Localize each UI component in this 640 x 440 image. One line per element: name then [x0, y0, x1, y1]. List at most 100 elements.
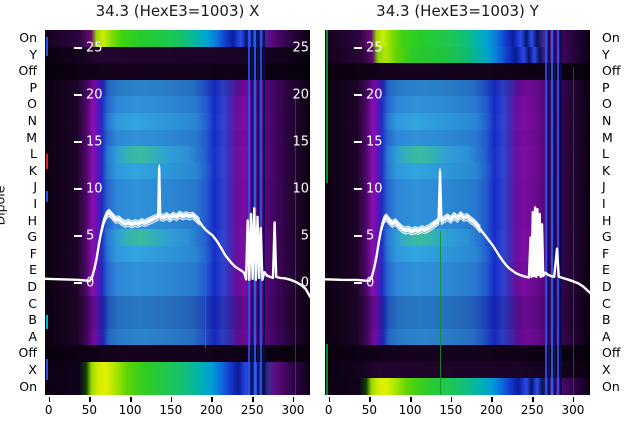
row-label: O: [27, 96, 37, 112]
x-tick-mark: [89, 397, 91, 402]
x-tick-mark: [130, 397, 132, 402]
value-tick-label: 0: [366, 275, 375, 291]
heatmap-row: [45, 79, 310, 97]
overlay-trace: [325, 170, 590, 295]
x-tick-mark: [328, 397, 331, 402]
value-tick-label-right: 25: [292, 40, 309, 56]
heatmap-row: [45, 162, 310, 180]
x-tick-mark: [410, 397, 412, 402]
heatmap-row: [45, 146, 310, 163]
x-tick-mark: [491, 397, 493, 402]
row-label: C: [602, 295, 611, 311]
heatmap-stripe: [263, 30, 265, 395]
heatmap-stripe: [557, 30, 559, 395]
heatmap-stripe: [573, 66, 575, 395]
heatmap-row: [325, 96, 590, 113]
x-tick-mark: [292, 397, 295, 402]
heatmap-stripe: [45, 154, 48, 169]
value-tick-label-right: 5: [300, 228, 309, 244]
row-label: O: [602, 96, 612, 112]
panel-right-title: 34.3 (HexE3=1003) Y: [376, 2, 539, 20]
heatmap-row: [45, 112, 310, 130]
row-label: D: [602, 278, 612, 294]
row-label: P: [29, 79, 37, 95]
row-labels-left: On Y Off P O N M L K J I H G F E D C B A Off X On: [0, 30, 41, 395]
heatmap-stripe: [251, 30, 253, 395]
row-label: B: [28, 312, 37, 328]
row-label: I: [33, 195, 37, 211]
value-tick-label-right: 15: [292, 134, 309, 150]
heatmap-stripe: [257, 30, 259, 395]
heatmap-stripe: [45, 190, 48, 202]
row-label: X: [602, 361, 611, 377]
row-labels-right: On Y Off P O N M L K J I H G F E D C B A Off X On: [599, 30, 640, 395]
value-tick-label: 10: [366, 181, 383, 197]
row-label: I: [602, 195, 606, 211]
value-tick-mark: [354, 281, 362, 284]
value-tick-label: 10: [86, 181, 103, 197]
row-label: Y: [602, 46, 610, 62]
x-tick-label: 50: [81, 403, 97, 417]
overlay-trace: [45, 166, 310, 298]
heatmap-row: [45, 312, 310, 329]
heatmap-stripe: [544, 30, 547, 395]
row-label: E: [29, 262, 37, 278]
overlay-trace: [101, 164, 200, 228]
heatmap-row: [325, 179, 590, 196]
x-tick-label: 250: [240, 403, 264, 417]
row-label: Off: [18, 345, 37, 361]
value-tick-mark: [74, 187, 82, 190]
row-label: F: [29, 245, 37, 261]
heatmap-row: [45, 46, 310, 64]
heatmap-stripe: [548, 30, 550, 395]
row-label: L: [30, 146, 37, 162]
heatmap-stripe: [260, 30, 262, 395]
value-tick-label: 20: [86, 87, 103, 103]
row-label: Off: [18, 63, 37, 79]
x-tick-label: 200: [480, 403, 503, 417]
x-tick-mark: [532, 397, 534, 402]
heatmap-row: [45, 229, 310, 246]
panel-left-title: 34.3 (HexE3=1003) X: [95, 2, 260, 20]
heatmap-panel-y: 25 20 15 10 5 0: [325, 30, 590, 395]
value-tick-label: 25: [366, 40, 383, 56]
row-label: M: [26, 129, 37, 145]
value-tick-mark: [354, 93, 362, 96]
x-tick-mark: [170, 397, 173, 402]
heatmap-row: [325, 345, 590, 362]
heatmap-row: [325, 162, 590, 180]
x-tick-label: 0: [324, 403, 333, 417]
heatmap-stripe: [294, 95, 297, 395]
heatmap-row: [325, 361, 590, 379]
value-tick-label: 5: [86, 228, 95, 244]
heatmap-row: [325, 79, 590, 97]
heatmap-stripe: [247, 30, 250, 395]
x-tick-mark: [369, 397, 371, 402]
row-label: Y: [29, 46, 37, 62]
row-label: D: [27, 278, 37, 294]
heatmap-rows: [45, 30, 310, 395]
value-tick-mark: [354, 234, 362, 237]
row-label: C: [28, 295, 37, 311]
row-label: Off: [602, 345, 621, 361]
x-axis-left: 0 50 100 150 200 250 300: [45, 395, 310, 421]
x-tick-mark: [211, 397, 213, 402]
heatmap-row: [325, 129, 590, 147]
x-tick-mark: [48, 397, 51, 402]
overlay-line-x: [45, 164, 310, 298]
x-tick-label: 0: [44, 403, 53, 417]
heatmap-row: [45, 361, 310, 379]
heatmap-stripe: [45, 314, 48, 330]
heatmap-stripe: [560, 30, 562, 395]
row-label: N: [602, 113, 612, 129]
row-label: K: [602, 162, 611, 178]
heatmap-row: [325, 312, 590, 329]
heatmap-stripe: [551, 30, 553, 395]
heatmap-row: [45, 295, 310, 313]
overlay-trace: [381, 172, 481, 234]
value-tick-mark: [74, 46, 82, 49]
row-label: On: [602, 378, 620, 394]
value-tick-label: 15: [366, 134, 383, 150]
row-label: J: [33, 179, 37, 195]
